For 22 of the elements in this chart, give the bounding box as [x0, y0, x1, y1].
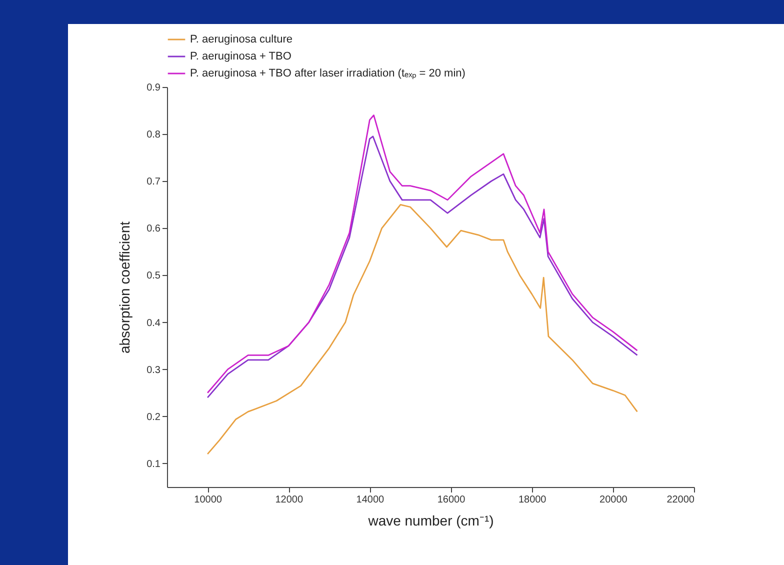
- x-tick-label: 12000: [275, 494, 304, 506]
- y-tick-label: 0.6: [146, 224, 161, 235]
- y-tick-label: 0.3: [146, 364, 161, 376]
- x-tick-label: 18000: [518, 494, 547, 506]
- x-tick-label: 14000: [356, 494, 385, 506]
- x-axis-title: wave number (cm⁻¹): [367, 512, 494, 528]
- line-series: [206, 204, 638, 455]
- y-tick-label: 0.2: [146, 412, 161, 423]
- x-tick-label: 22000: [666, 494, 695, 506]
- y-tick-label: 0.5: [146, 270, 161, 282]
- y-tick-label: 0.4: [146, 318, 161, 329]
- y-tick-label: 0.1: [146, 458, 161, 470]
- y-tick-label: 0.7: [146, 176, 161, 188]
- x-tick-label: 20000: [600, 494, 628, 506]
- legend-label: P. aeruginosa + TBO: [190, 50, 292, 62]
- x-tick-label: 16000: [437, 494, 466, 506]
- legend-label: P. aeruginosa + TBO after laser irradiation (tₑₓₚ = 20 min): [190, 68, 466, 80]
- y-tick-label: 0.9: [146, 82, 161, 94]
- x-tick-label: 10000: [194, 494, 222, 506]
- legend-label: P. aeruginosa culture: [190, 34, 293, 46]
- y-tick-label: 0.8: [146, 130, 161, 141]
- y-axis-title: absorption coefficient: [116, 221, 133, 354]
